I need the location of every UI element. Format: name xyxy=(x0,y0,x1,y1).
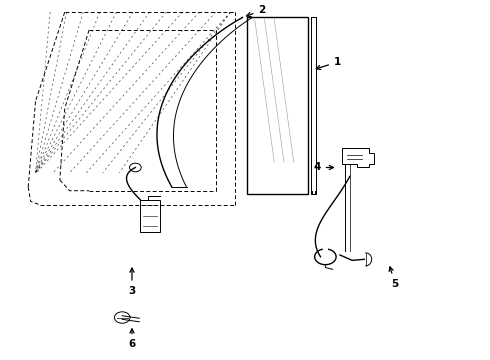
Text: 1: 1 xyxy=(316,57,341,69)
Text: 6: 6 xyxy=(128,329,136,349)
Text: 5: 5 xyxy=(389,267,399,289)
Text: 3: 3 xyxy=(128,268,136,296)
Text: 2: 2 xyxy=(246,5,266,17)
Text: 4: 4 xyxy=(314,162,333,172)
